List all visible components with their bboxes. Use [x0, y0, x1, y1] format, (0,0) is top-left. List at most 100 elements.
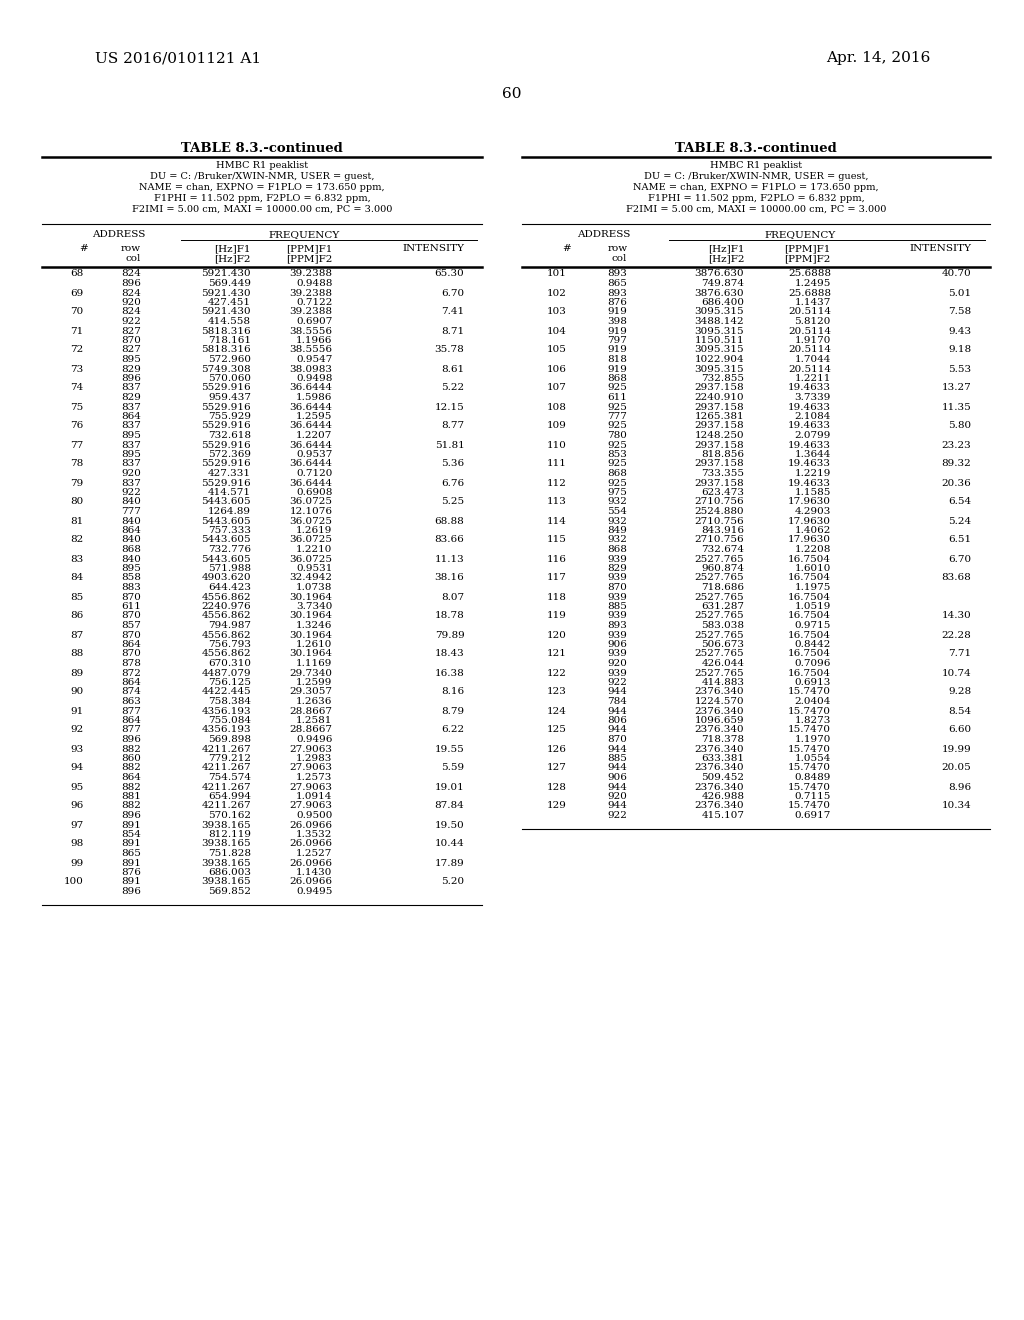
Text: 106: 106 — [547, 364, 566, 374]
Text: 870: 870 — [121, 593, 141, 602]
Text: F2IMI = 5.00 cm, MAXI = 10000.00 cm, PC = 3.000: F2IMI = 5.00 cm, MAXI = 10000.00 cm, PC … — [132, 205, 392, 214]
Text: 109: 109 — [547, 421, 566, 430]
Text: 6.60: 6.60 — [948, 726, 972, 734]
Text: 30.1964: 30.1964 — [290, 593, 333, 602]
Text: 5.8120: 5.8120 — [795, 317, 830, 326]
Text: 5529.916: 5529.916 — [202, 403, 251, 412]
Text: 0.7120: 0.7120 — [296, 469, 333, 478]
Text: 40.70: 40.70 — [941, 269, 972, 279]
Text: 7.58: 7.58 — [948, 308, 972, 317]
Text: 919: 919 — [607, 326, 628, 335]
Text: 0.8442: 0.8442 — [795, 640, 830, 649]
Text: 27.9063: 27.9063 — [290, 744, 333, 754]
Text: 2937.158: 2937.158 — [694, 421, 744, 430]
Text: 827: 827 — [121, 326, 141, 335]
Text: 105: 105 — [547, 346, 566, 355]
Text: 5529.916: 5529.916 — [202, 459, 251, 469]
Text: 75: 75 — [71, 403, 84, 412]
Text: 36.6444: 36.6444 — [290, 459, 333, 469]
Text: 1248.250: 1248.250 — [694, 432, 744, 440]
Text: 91: 91 — [71, 706, 84, 715]
Text: 2376.340: 2376.340 — [694, 706, 744, 715]
Text: 92: 92 — [71, 726, 84, 734]
Text: 16.7504: 16.7504 — [787, 649, 830, 659]
Text: 93: 93 — [71, 744, 84, 754]
Text: 36.6444: 36.6444 — [290, 384, 333, 392]
Text: 5921.430: 5921.430 — [202, 269, 251, 279]
Text: 27.9063: 27.9063 — [290, 801, 333, 810]
Text: 19.01: 19.01 — [434, 783, 465, 792]
Text: 779.212: 779.212 — [208, 754, 251, 763]
Text: 76: 76 — [71, 421, 84, 430]
Text: 755.929: 755.929 — [208, 412, 251, 421]
Text: 2376.340: 2376.340 — [694, 688, 744, 697]
Text: 39.2388: 39.2388 — [290, 308, 333, 317]
Text: 944: 944 — [607, 801, 628, 810]
Text: 5.53: 5.53 — [948, 364, 972, 374]
Text: 876: 876 — [607, 298, 628, 308]
Text: 837: 837 — [121, 403, 141, 412]
Text: 414.571: 414.571 — [208, 488, 251, 498]
Text: 83: 83 — [71, 554, 84, 564]
Text: [Hz]F2: [Hz]F2 — [708, 253, 744, 263]
Text: 1.4062: 1.4062 — [795, 525, 830, 535]
Text: 2240.976: 2240.976 — [202, 602, 251, 611]
Text: 1.1975: 1.1975 — [795, 583, 830, 591]
Text: 654.994: 654.994 — [208, 792, 251, 801]
Text: 1.8273: 1.8273 — [795, 715, 830, 725]
Text: 670.310: 670.310 — [208, 659, 251, 668]
Text: 1022.904: 1022.904 — [694, 355, 744, 364]
Text: 73: 73 — [71, 364, 84, 374]
Text: 36.6444: 36.6444 — [290, 441, 333, 450]
Text: 11.35: 11.35 — [941, 403, 972, 412]
Text: 806: 806 — [607, 715, 628, 725]
Text: 732.674: 732.674 — [701, 545, 744, 554]
Text: 754.574: 754.574 — [208, 774, 251, 781]
Text: 16.7504: 16.7504 — [787, 554, 830, 564]
Text: 872: 872 — [121, 668, 141, 677]
Text: 922: 922 — [121, 317, 141, 326]
Text: 25.6888: 25.6888 — [787, 269, 830, 279]
Text: 20.5114: 20.5114 — [787, 346, 830, 355]
Text: 0.7115: 0.7115 — [795, 792, 830, 801]
Text: 1.5986: 1.5986 — [296, 393, 333, 403]
Text: 932: 932 — [607, 536, 628, 544]
Text: 0.9495: 0.9495 — [296, 887, 333, 896]
Text: 103: 103 — [547, 308, 566, 317]
Text: 15.7470: 15.7470 — [787, 726, 830, 734]
Text: 86: 86 — [71, 611, 84, 620]
Text: 38.0983: 38.0983 — [290, 364, 333, 374]
Text: 732.618: 732.618 — [208, 432, 251, 440]
Text: 870: 870 — [607, 735, 628, 744]
Text: 87.84: 87.84 — [434, 801, 465, 810]
Text: 19.99: 19.99 — [941, 744, 972, 754]
Text: 26.0966: 26.0966 — [290, 840, 333, 849]
Text: 895: 895 — [121, 355, 141, 364]
Text: 65.30: 65.30 — [434, 269, 465, 279]
Text: 920: 920 — [121, 469, 141, 478]
Text: 1.0519: 1.0519 — [795, 602, 830, 611]
Text: 837: 837 — [121, 421, 141, 430]
Text: 18.43: 18.43 — [434, 649, 465, 659]
Text: 877: 877 — [121, 726, 141, 734]
Text: 2376.340: 2376.340 — [694, 726, 744, 734]
Text: 870: 870 — [121, 649, 141, 659]
Text: 83.66: 83.66 — [434, 536, 465, 544]
Text: 824: 824 — [121, 289, 141, 297]
Text: 80: 80 — [71, 498, 84, 507]
Text: 1.2610: 1.2610 — [296, 640, 333, 649]
Text: 12.1076: 12.1076 — [290, 507, 333, 516]
Text: 89: 89 — [71, 668, 84, 677]
Text: 19.4633: 19.4633 — [787, 441, 830, 450]
Text: 6.70: 6.70 — [948, 554, 972, 564]
Text: 784: 784 — [607, 697, 628, 706]
Text: 1224.570: 1224.570 — [694, 697, 744, 706]
Text: 1.1437: 1.1437 — [795, 298, 830, 308]
Text: 895: 895 — [121, 450, 141, 459]
Text: 0.7122: 0.7122 — [296, 298, 333, 308]
Text: 623.473: 623.473 — [701, 488, 744, 498]
Text: 2937.158: 2937.158 — [694, 403, 744, 412]
Text: 30.1964: 30.1964 — [290, 649, 333, 659]
Text: 893: 893 — [607, 620, 628, 630]
Text: 944: 944 — [607, 763, 628, 772]
